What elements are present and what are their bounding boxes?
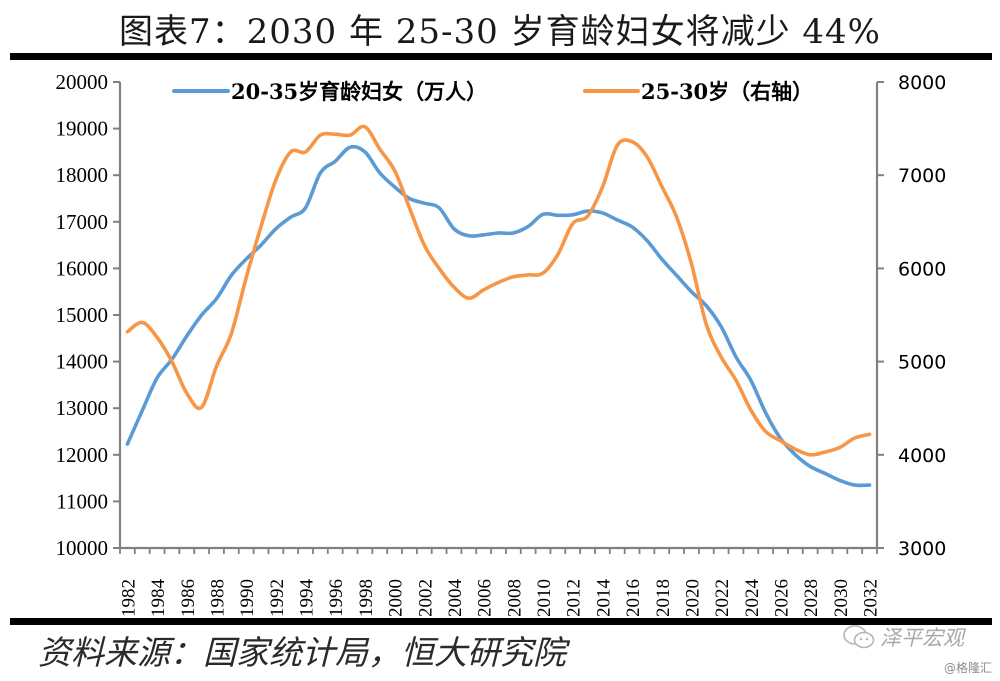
right-tick-label: 5000 xyxy=(898,352,946,374)
x-tick-label: 2004 xyxy=(445,579,466,617)
line-chart: 10000 11000 12000 13000 14000 15000 16000 17000… xyxy=(56,70,947,617)
x-tick-label: 2022 xyxy=(712,579,733,616)
x-tick-label: 1990 xyxy=(237,579,258,616)
left-tick-label: 12000 xyxy=(56,443,109,467)
x-tick-label: 2006 xyxy=(475,579,496,616)
x-tick-label: 1992 xyxy=(267,579,288,616)
left-tick-label: 18000 xyxy=(56,163,109,187)
footer-divider xyxy=(10,618,992,625)
x-tick-label: 2014 xyxy=(593,579,614,617)
series-points-2 xyxy=(127,127,869,455)
x-tick-label: 2010 xyxy=(534,579,555,616)
x-tick-label: 2002 xyxy=(415,579,436,616)
x-tick-label: 1994 xyxy=(297,579,318,617)
x-tick-label: 1986 xyxy=(178,579,199,616)
right-tick-label: 8000 xyxy=(898,72,946,94)
series-points-1 xyxy=(127,147,869,485)
left-axis-ticks: 10000 11000 12000 13000 14000 15000 16000 17000… xyxy=(56,70,120,560)
x-tick-label: 2000 xyxy=(386,579,407,616)
watermark-credit: @格隆汇 xyxy=(943,661,992,675)
right-tick-label: 3000 xyxy=(898,538,946,560)
right-tick-label: 4000 xyxy=(898,445,946,467)
x-tick-label: 2032 xyxy=(861,579,882,616)
axes xyxy=(118,82,879,550)
legend: 20-35岁育龄妇女（万人） 25-30岁（右轴） xyxy=(172,79,813,104)
series-line-1 xyxy=(125,144,872,488)
watermark-brand: 泽平宏观 xyxy=(880,626,964,650)
x-tick-label: 1984 xyxy=(148,579,169,617)
x-tick-label: 2016 xyxy=(623,579,644,616)
x-tick-label: 2024 xyxy=(742,579,763,617)
x-tick-label: 1998 xyxy=(356,579,377,616)
series-lines xyxy=(125,124,872,488)
left-tick-label: 19000 xyxy=(56,117,109,141)
source-note: 资料来源：国家统计局，恒大研究院 xyxy=(38,633,566,672)
left-tick-label: 17000 xyxy=(56,210,109,234)
x-tick-label: 2020 xyxy=(682,579,703,616)
title-divider xyxy=(10,53,992,60)
x-tick-label: 2008 xyxy=(504,579,525,616)
legend-label-series2: 25-30岁（右轴） xyxy=(641,79,813,104)
right-axis-ticks: 3000 4000 5000 6000 7000 8000 xyxy=(877,72,946,560)
series-line-2 xyxy=(125,124,872,457)
watermark: 泽平宏观 xyxy=(842,622,964,652)
left-tick-label: 16000 xyxy=(56,256,109,280)
left-tick-label: 11000 xyxy=(56,489,108,513)
right-tick-label: 7000 xyxy=(898,165,946,187)
x-tick-label: 2026 xyxy=(772,579,793,616)
x-axis-ticks: 1982 1984 1986 1988 1990 1992 1994 1996 1998 2000… xyxy=(118,548,882,617)
left-tick-label: 13000 xyxy=(56,396,109,420)
x-tick-label: 2018 xyxy=(653,579,674,616)
left-tick-label: 15000 xyxy=(56,303,109,327)
x-tick-label: 2012 xyxy=(564,579,585,616)
x-tick-label: 1996 xyxy=(326,579,347,616)
chart-title: 图表7：2030 年 25-30 岁育龄妇女将减少 44% xyxy=(119,12,881,52)
x-tick-label: 2030 xyxy=(831,579,852,616)
left-tick-label: 20000 xyxy=(56,70,109,94)
left-tick-label: 10000 xyxy=(56,536,109,560)
legend-label-series1: 20-35岁育龄妇女（万人） xyxy=(231,79,487,104)
right-tick-label: 6000 xyxy=(898,258,946,280)
x-tick-label: 1988 xyxy=(207,579,228,616)
x-tick-label: 2028 xyxy=(801,579,822,616)
wechat-icon xyxy=(843,625,875,649)
x-tick-label: 1982 xyxy=(118,579,139,616)
left-tick-label: 14000 xyxy=(56,350,109,374)
